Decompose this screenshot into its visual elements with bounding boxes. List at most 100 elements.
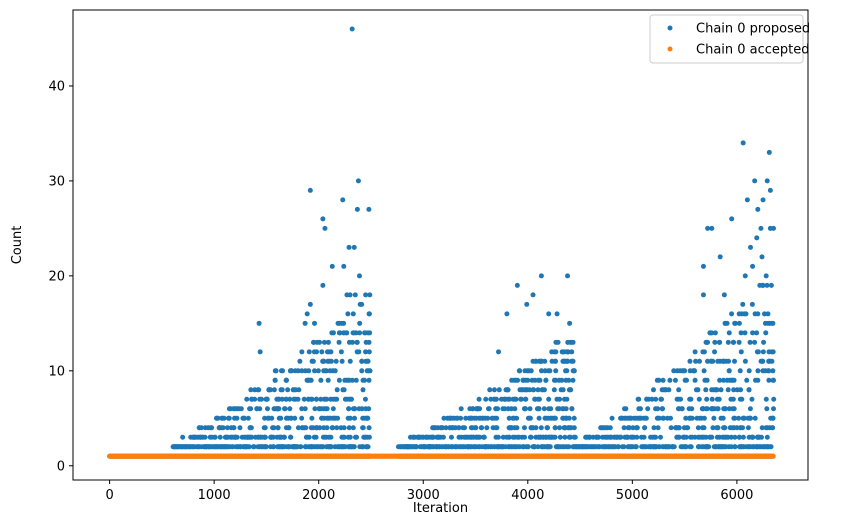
proposed-point xyxy=(706,444,712,450)
proposed-point xyxy=(749,434,755,440)
proposed-point xyxy=(359,358,365,364)
proposed-point xyxy=(688,396,694,402)
proposed-point xyxy=(731,406,737,412)
proposed-point xyxy=(724,320,730,326)
proposed-point xyxy=(217,434,223,440)
proposed-point xyxy=(357,330,363,336)
proposed-point xyxy=(557,425,563,431)
proposed-point xyxy=(630,425,636,431)
proposed-point xyxy=(726,330,732,336)
proposed-point xyxy=(767,187,773,193)
proposed-point xyxy=(695,387,701,393)
proposed-point xyxy=(650,387,656,393)
proposed-point xyxy=(483,396,489,402)
proposed-point xyxy=(543,377,549,383)
proposed-point xyxy=(693,358,699,364)
proposed-point xyxy=(338,349,344,355)
proposed-point xyxy=(220,425,226,431)
proposed-point xyxy=(566,444,572,450)
proposed-point xyxy=(367,368,373,374)
proposed-point xyxy=(522,434,528,440)
proposed-point xyxy=(765,368,771,374)
proposed-point xyxy=(714,387,720,393)
legend-box xyxy=(649,14,804,64)
proposed-point xyxy=(715,425,721,431)
proposed-point xyxy=(755,311,761,317)
proposed-point xyxy=(552,425,558,431)
proposed-point xyxy=(621,425,627,431)
proposed-point xyxy=(712,339,718,345)
proposed-point xyxy=(245,415,251,421)
proposed-point xyxy=(660,406,666,412)
proposed-point xyxy=(536,396,542,402)
proposed-point xyxy=(288,434,294,440)
proposed-point xyxy=(303,425,309,431)
proposed-point xyxy=(287,406,293,412)
proposed-point xyxy=(546,396,552,402)
proposed-point xyxy=(536,406,542,412)
proposed-point xyxy=(737,368,743,374)
proposed-point xyxy=(287,396,293,402)
proposed-point xyxy=(340,197,346,203)
proposed-point xyxy=(306,349,312,355)
proposed-point xyxy=(288,415,294,421)
x-tick-label: 0 xyxy=(105,488,113,503)
proposed-point xyxy=(477,434,483,440)
proposed-point xyxy=(353,377,359,383)
proposed-point xyxy=(329,263,335,269)
proposed-point xyxy=(770,415,776,421)
proposed-point xyxy=(607,425,613,431)
proposed-point xyxy=(682,368,688,374)
proposed-point xyxy=(257,349,263,355)
proposed-point xyxy=(755,377,761,383)
proposed-point xyxy=(736,339,742,345)
proposed-point xyxy=(535,387,541,393)
proposed-point xyxy=(571,368,577,374)
proposed-point xyxy=(535,444,541,450)
proposed-point xyxy=(312,368,318,374)
proposed-point xyxy=(248,425,254,431)
proposed-point xyxy=(263,444,269,450)
proposed-point xyxy=(512,396,518,402)
proposed-point xyxy=(299,406,305,412)
proposed-point xyxy=(700,292,706,298)
proposed-point xyxy=(324,406,330,412)
proposed-point xyxy=(709,434,715,440)
proposed-point xyxy=(759,254,765,260)
proposed-point xyxy=(337,330,343,336)
proposed-point xyxy=(314,396,319,402)
proposed-point xyxy=(295,396,301,402)
proposed-point xyxy=(666,387,672,393)
proposed-point xyxy=(262,434,268,440)
proposed-point xyxy=(352,415,358,421)
proposed-point xyxy=(439,425,445,431)
proposed-point xyxy=(566,415,572,421)
proposed-point xyxy=(676,434,682,440)
proposed-point xyxy=(769,358,775,364)
y-tick-label: 0 xyxy=(57,459,65,474)
proposed-point xyxy=(234,415,240,421)
proposed-point xyxy=(676,425,682,431)
proposed-point xyxy=(689,406,695,412)
proposed-point xyxy=(299,415,305,421)
points-layer xyxy=(107,26,777,459)
proposed-point xyxy=(570,358,576,364)
proposed-point xyxy=(748,415,753,421)
proposed-point xyxy=(546,311,552,317)
proposed-point xyxy=(360,425,366,431)
proposed-point xyxy=(545,425,551,431)
proposed-point xyxy=(571,415,577,421)
proposed-point xyxy=(443,425,449,431)
proposed-point xyxy=(683,444,689,450)
proposed-point xyxy=(760,349,766,355)
proposed-point xyxy=(487,387,493,393)
proposed-point xyxy=(307,301,313,307)
proposed-point xyxy=(361,377,367,383)
proposed-point xyxy=(237,425,243,431)
proposed-point xyxy=(351,244,357,250)
proposed-point xyxy=(341,387,347,393)
plot-frame xyxy=(72,9,809,481)
proposed-point xyxy=(746,387,752,393)
proposed-point xyxy=(764,406,770,412)
proposed-point xyxy=(256,320,262,326)
